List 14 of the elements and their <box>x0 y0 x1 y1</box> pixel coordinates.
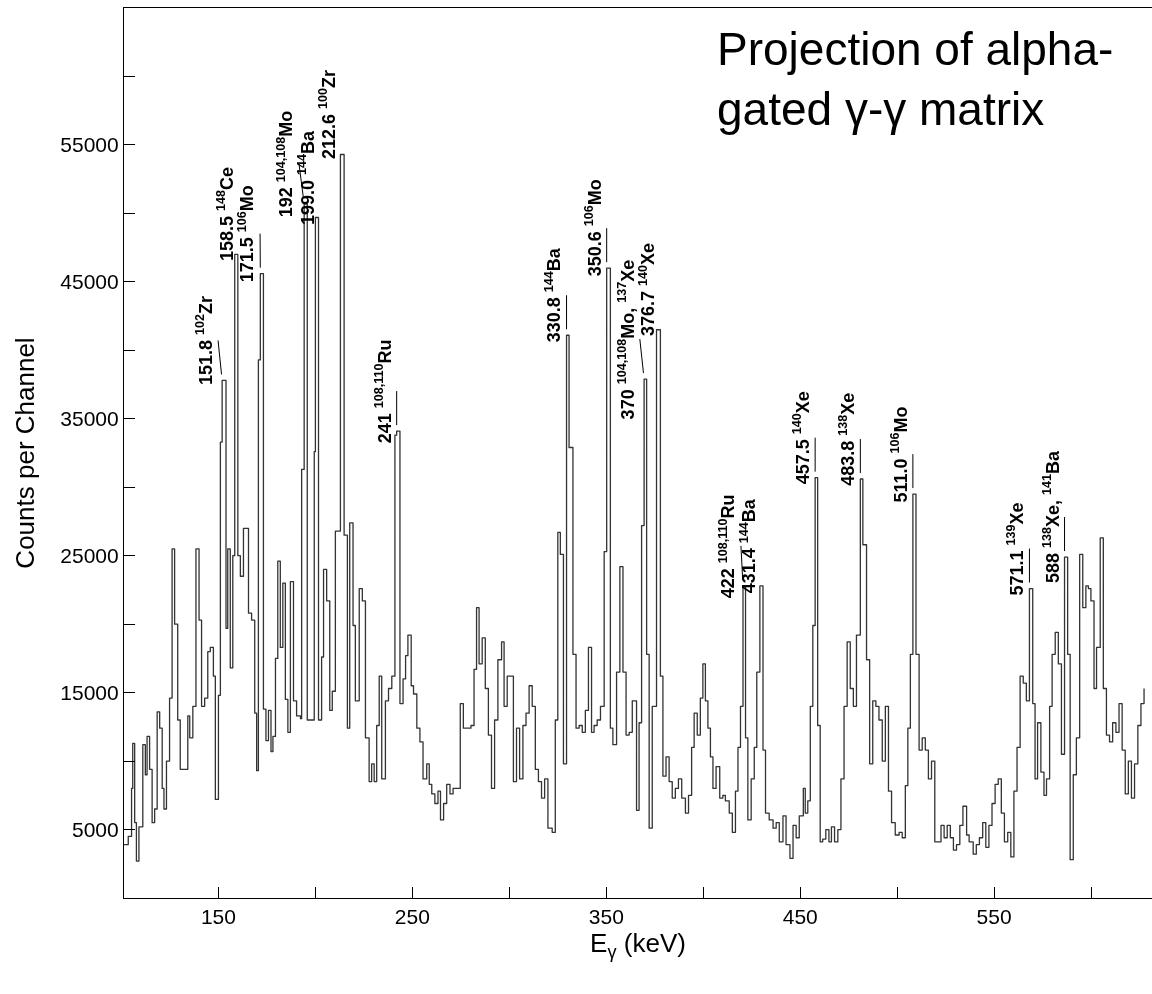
x-tick-label: 150 <box>200 905 236 929</box>
x-tick-label: 550 <box>976 905 1012 929</box>
y-axis-title: Counts per Channel <box>9 337 40 569</box>
y-tick-label: 5000 <box>71 817 119 841</box>
x-tick-label: 450 <box>782 905 818 929</box>
y-tick-label: 45000 <box>60 270 119 294</box>
y-tick-label: 35000 <box>60 407 119 431</box>
y-tick-label: 15000 <box>60 680 119 704</box>
y-tick-label: 55000 <box>60 133 119 157</box>
x-axis-title: E$_{γ}$ (keV) <box>590 928 686 962</box>
x-tick-label: 250 <box>394 905 430 929</box>
text: Projection of alpha- gated γ-γ matrix <box>717 23 1114 135</box>
y-tick-label: 25000 <box>60 544 119 568</box>
x-tick-label: 350 <box>588 905 624 929</box>
